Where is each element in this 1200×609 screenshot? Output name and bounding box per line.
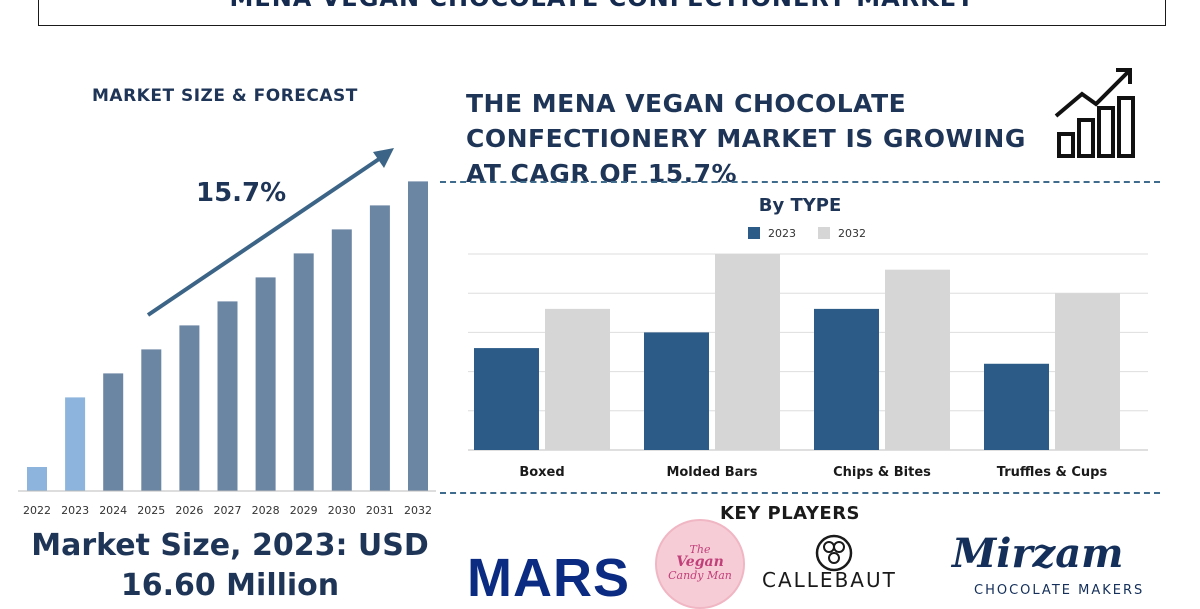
type-bar-2032-1 <box>715 254 780 450</box>
type-bar-2023-0 <box>474 348 539 450</box>
type-category-label: Truffles & Cups <box>997 465 1108 480</box>
type-bar-2023-1 <box>644 332 709 450</box>
forecast-bar-chart: 2022 2023 2024 2025 2026 2027 2028 2029 2030 2031… <box>18 148 436 517</box>
type-category-label: Molded Bars <box>666 465 757 480</box>
forecast-year-label: 2032 <box>404 504 432 517</box>
key-players-title: KEY PLAYERS <box>719 503 861 524</box>
forecast-bar-2022 <box>27 467 47 491</box>
legend-label-2032: 2032 <box>838 227 866 240</box>
cagr-heading-line-3: AT CAGR OF 15.7% <box>466 159 738 188</box>
vegan-candy-man-line-2: Vegan <box>676 554 724 570</box>
forecast-year-label: 2023 <box>61 504 89 517</box>
bar-chart-arrow-icon <box>1054 68 1135 158</box>
forecast-bar-2032 <box>408 181 428 491</box>
growth-arrow-head <box>373 148 394 168</box>
vegan-candy-man-logo: The Vegan Candy Man <box>655 519 745 609</box>
forecast-bar-2030 <box>331 229 352 491</box>
type-category-label: Chips & Bites <box>833 465 931 480</box>
legend-swatch-2032 <box>818 227 830 239</box>
forecast-year-label: 2022 <box>23 504 51 517</box>
forecast-bar-2023 <box>65 397 86 491</box>
forecast-year-label: 2025 <box>137 504 165 517</box>
market-size-line-2: 16.60 Million <box>120 568 340 603</box>
growth-arrow-line <box>146 155 384 317</box>
cagr-heading-line-2: CONFECTIONERY MARKET IS GROWING <box>466 124 1026 153</box>
forecast-year-label: 2030 <box>328 504 356 517</box>
forecast-bar-2028 <box>255 277 276 491</box>
legend-swatch-2023 <box>748 227 760 239</box>
by-type-chart-title: By TYPE <box>758 195 842 216</box>
market-size-line-1: Market Size, 2023: USD <box>31 528 429 563</box>
forecast-bar-2026 <box>179 325 200 491</box>
type-bar-2032-3 <box>1055 293 1120 450</box>
type-bar-2032-2 <box>885 269 950 450</box>
divider-top <box>440 181 1160 183</box>
legend-label-2023: 2023 <box>768 227 796 240</box>
type-bar-2023-3 <box>984 363 1049 450</box>
page-title: MENA VEGAN CHOCOLATE CONFECTIONERY MARKE… <box>39 0 1165 11</box>
type-bar-2032-0 <box>545 308 610 450</box>
forecast-year-label: 2026 <box>175 504 203 517</box>
divider-bottom <box>440 492 1160 494</box>
callebaut-emblem-icon <box>815 534 853 572</box>
market-size-forecast-heading: MARKET SIZE & FORECAST <box>92 86 358 106</box>
type-bar-2023-2 <box>814 308 879 450</box>
cagr-heading: THE MENA VEGAN CHOCOLATE CONFECTIONERY M… <box>466 86 1026 191</box>
forecast-year-label: 2029 <box>290 504 318 517</box>
mirzam-subtitle: CHOCOLATE MAKERS <box>974 583 1145 598</box>
forecast-bar-2025 <box>141 349 162 491</box>
type-category-label: Boxed <box>519 465 564 480</box>
forecast-bar-2031 <box>369 205 390 491</box>
forecast-year-label: 2031 <box>366 504 394 517</box>
by-type-bar-chart: 2023 2032 Boxed Molded Bars Chips & Bites Tr… <box>468 227 1148 480</box>
vegan-candy-man-line-3: Candy Man <box>668 569 732 582</box>
cagr-label: 15.7% <box>196 178 287 208</box>
forecast-year-label: 2024 <box>99 504 127 517</box>
forecast-year-label: 2027 <box>214 504 242 517</box>
vegan-candy-man-line-1: The <box>689 543 711 556</box>
callebaut-logo: CALLEBAUT <box>762 568 897 592</box>
forecast-year-label: 2028 <box>252 504 280 517</box>
market-size-text: Market Size, 2023: USD 16.60 Million <box>20 526 440 606</box>
mirzam-logo: Mirzam <box>952 530 1124 577</box>
forecast-bar-2027 <box>217 301 238 491</box>
title-box: MENA VEGAN CHOCOLATE CONFECTIONERY MARKE… <box>38 0 1166 26</box>
forecast-bar-2029 <box>293 253 314 491</box>
forecast-bar-2024 <box>103 373 124 491</box>
cagr-heading-line-1: THE MENA VEGAN CHOCOLATE <box>466 89 907 118</box>
mars-logo: MARS <box>467 548 630 608</box>
